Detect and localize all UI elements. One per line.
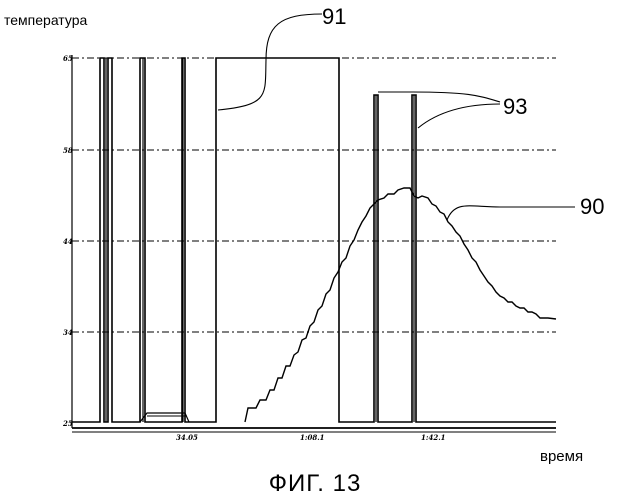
x-tick-34-05: 34.05 — [176, 433, 198, 442]
callout-93: 93 — [503, 94, 527, 119]
y-tick-25: 25 — [62, 419, 73, 428]
leader-93-a — [378, 92, 500, 102]
callout-91: 91 — [322, 4, 346, 29]
curve-91-pulse-edges — [106, 58, 414, 422]
y-tick-58: 58 — [63, 146, 73, 155]
curve-91 — [72, 58, 556, 422]
callout-90: 90 — [580, 194, 604, 219]
y-tick-34: 34 — [63, 328, 73, 337]
y-tick-44: 44 — [63, 237, 73, 246]
leader-90 — [447, 206, 575, 220]
leader-93-b — [418, 104, 500, 128]
leader-91 — [218, 14, 322, 110]
x-tick-1-08-1: 1:08.1 — [300, 433, 325, 442]
curve-90 — [245, 188, 556, 422]
x-tick-1-42-1: 1:42.1 — [421, 433, 446, 442]
y-tick-65: 65 — [63, 54, 73, 63]
